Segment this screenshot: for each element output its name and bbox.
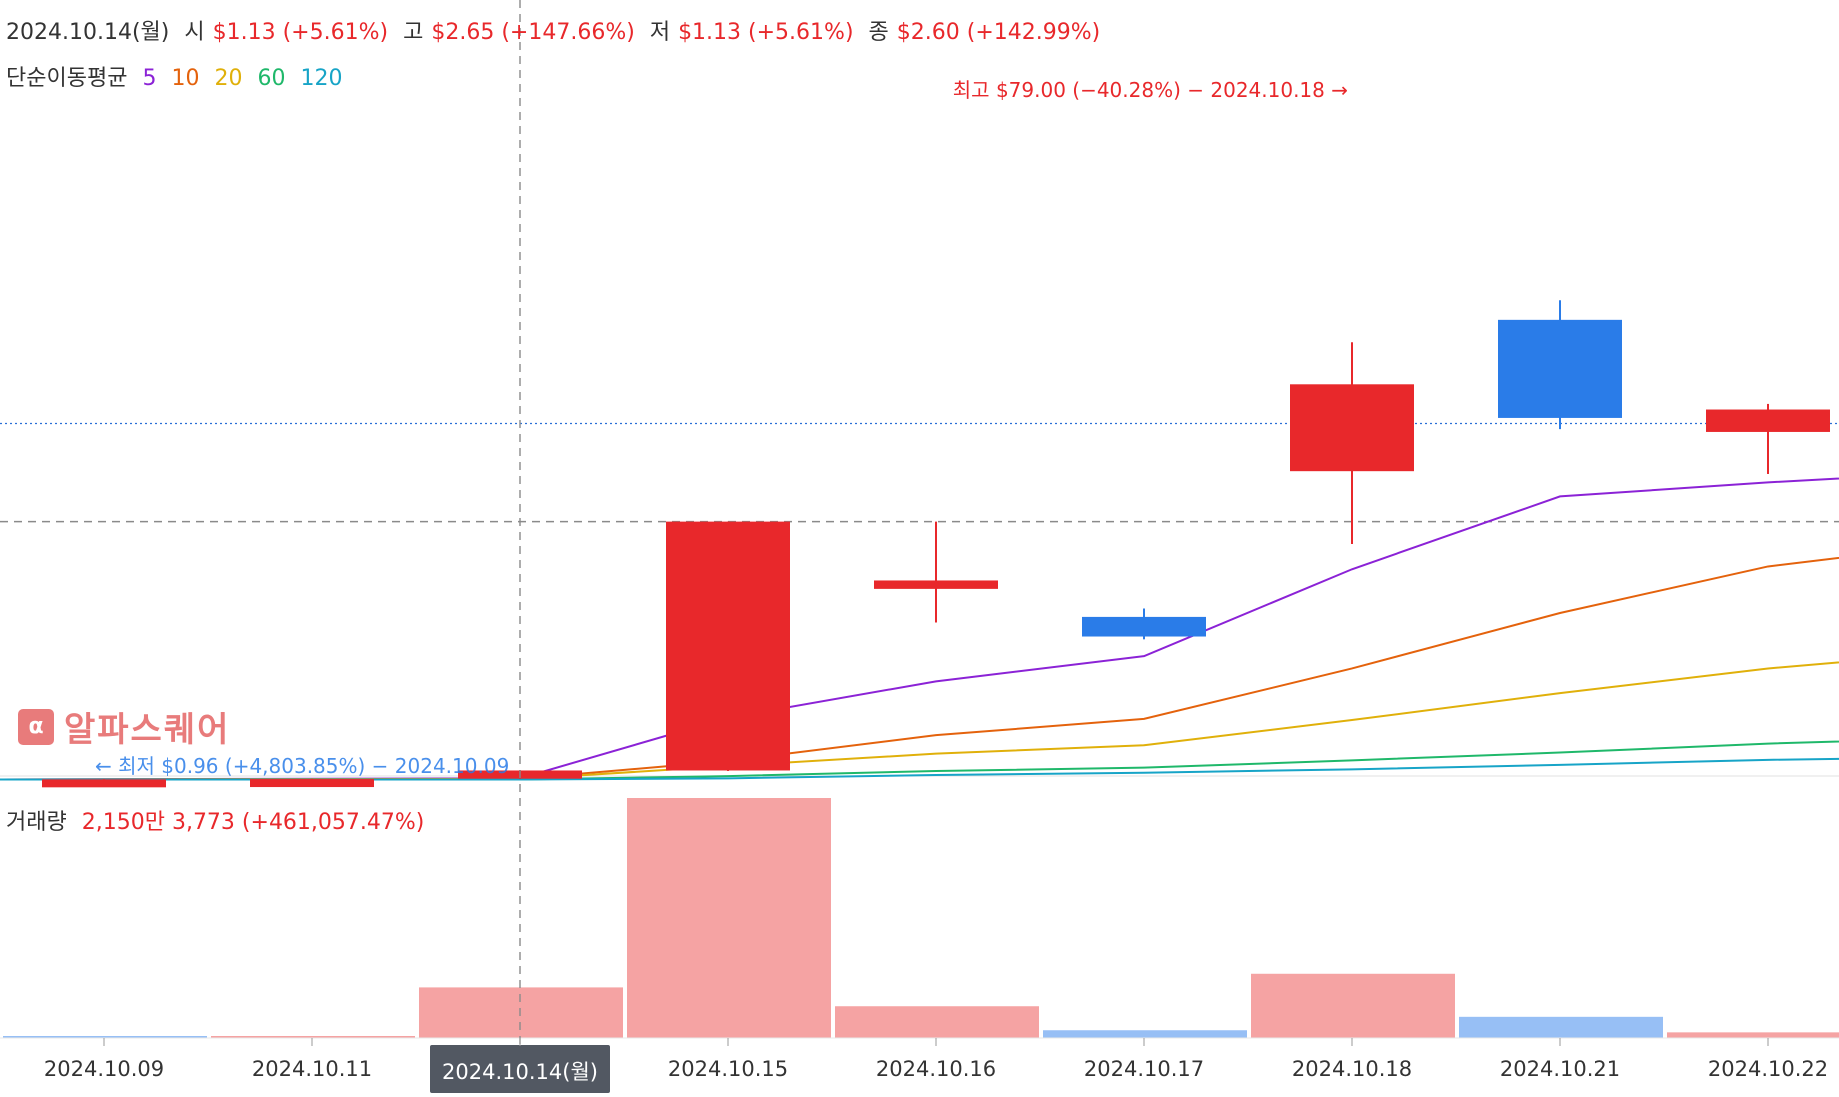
volume-bar bbox=[1667, 1032, 1839, 1038]
ma10-line bbox=[0, 556, 1839, 781]
logo-text: 알파스퀘어 bbox=[64, 710, 231, 750]
ma20-legend[interactable]: 20 bbox=[214, 66, 243, 91]
volume-bar bbox=[1459, 1016, 1663, 1038]
low-value: $1.13 (+5.61%) bbox=[678, 20, 854, 45]
alphasquare-logo: α 알파스퀘어 bbox=[18, 702, 230, 751]
volume-bar bbox=[211, 1036, 415, 1038]
x-tick-label: 2024.10.17 bbox=[1084, 1057, 1204, 1081]
volume-bar bbox=[3, 1036, 207, 1038]
alpha-icon: α bbox=[18, 708, 54, 745]
x-tick-label: 2024.10.11 bbox=[252, 1057, 372, 1081]
ma5-line bbox=[0, 477, 1839, 781]
crosshair-date-tag bbox=[430, 1045, 610, 1093]
candle bbox=[1082, 608, 1206, 640]
low-annotation: ← 최저 $0.96 (+4,803.85%) − 2024.10.09 bbox=[95, 754, 509, 778]
ohlc-date: 2024.10.14(월) bbox=[6, 20, 170, 45]
candle bbox=[250, 778, 374, 788]
candle bbox=[874, 521, 998, 623]
ma20-line bbox=[0, 661, 1839, 781]
x-tick-label: 2024.10.16 bbox=[876, 1057, 996, 1081]
candle bbox=[666, 521, 790, 772]
close-value: $2.60 (+142.99%) bbox=[896, 20, 1101, 45]
candle-body bbox=[666, 521, 790, 771]
candle-body bbox=[42, 779, 166, 788]
high-label: 고 bbox=[403, 20, 424, 45]
high-annotation: 최고 $79.00 (−40.28%) − 2024.10.18 → bbox=[953, 78, 1348, 102]
x-tick-label: 2024.10.14(월) bbox=[442, 1060, 598, 1084]
candle-body bbox=[1498, 319, 1622, 418]
candle bbox=[1290, 342, 1414, 545]
candle-body bbox=[874, 580, 998, 589]
candle-body bbox=[1290, 384, 1414, 472]
volume-value: 2,150만 3,773 (+461,057.47%) bbox=[81, 810, 425, 835]
ma60-legend[interactable]: 60 bbox=[257, 66, 286, 91]
candle bbox=[1706, 403, 1830, 474]
chart-annotations: 최고 $79.00 (−40.28%) − 2024.10.18 → ← 최저 $… bbox=[95, 78, 1348, 778]
volume-label: 거래량 bbox=[6, 810, 67, 835]
volume-bar bbox=[419, 987, 623, 1038]
volume-bar bbox=[627, 798, 831, 1038]
candle bbox=[1498, 300, 1622, 430]
ma-legend-label: 단순이동평균 bbox=[6, 66, 128, 91]
high-value: $2.65 (+147.66%) bbox=[431, 20, 635, 45]
volume-bar bbox=[1251, 973, 1455, 1038]
ma-legend: 단순이동평균 5 10 20 60 120 bbox=[6, 60, 350, 92]
x-tick-label: 2024.10.15 bbox=[668, 1057, 788, 1081]
candle-body bbox=[1706, 409, 1830, 432]
close-label: 종 bbox=[868, 20, 889, 45]
ma5-legend[interactable]: 5 bbox=[142, 66, 157, 91]
low-label: 저 bbox=[649, 20, 671, 45]
candle bbox=[42, 779, 166, 788]
candle-body bbox=[250, 779, 374, 788]
ma10-legend[interactable]: 10 bbox=[171, 66, 200, 91]
candles bbox=[42, 300, 1830, 788]
moving-average-lines bbox=[0, 477, 1839, 781]
candle-body bbox=[1082, 616, 1206, 637]
x-tick-label: 2024.10.09 bbox=[44, 1057, 164, 1081]
volume-bar bbox=[835, 1006, 1039, 1038]
ma120-line bbox=[0, 757, 1839, 781]
volume-bars bbox=[0, 798, 1839, 1039]
ohlc-header: 2024.10.14(월) 시 $1.13 (+5.61%) 고 $2.65 (+1… bbox=[6, 14, 1108, 46]
open-label: 시 bbox=[184, 20, 205, 45]
ma120-legend[interactable]: 120 bbox=[300, 66, 343, 91]
volume-bar bbox=[1043, 1030, 1247, 1038]
x-tick-label: 2024.10.18 bbox=[1292, 1057, 1412, 1081]
x-tick-label: 2024.10.22 bbox=[1708, 1057, 1828, 1081]
reference-lines bbox=[0, 422, 1839, 523]
x-axis: 2024.10.09 2024.10.11 2024.10.14(월) 2024.10… bbox=[44, 1038, 1828, 1093]
x-tick-label: 2024.10.21 bbox=[1500, 1057, 1620, 1081]
open-value: $1.13 (+5.61%) bbox=[212, 20, 389, 45]
volume-header: 거래량 2,150만 3,773 (+461,057.47%) bbox=[6, 804, 432, 836]
